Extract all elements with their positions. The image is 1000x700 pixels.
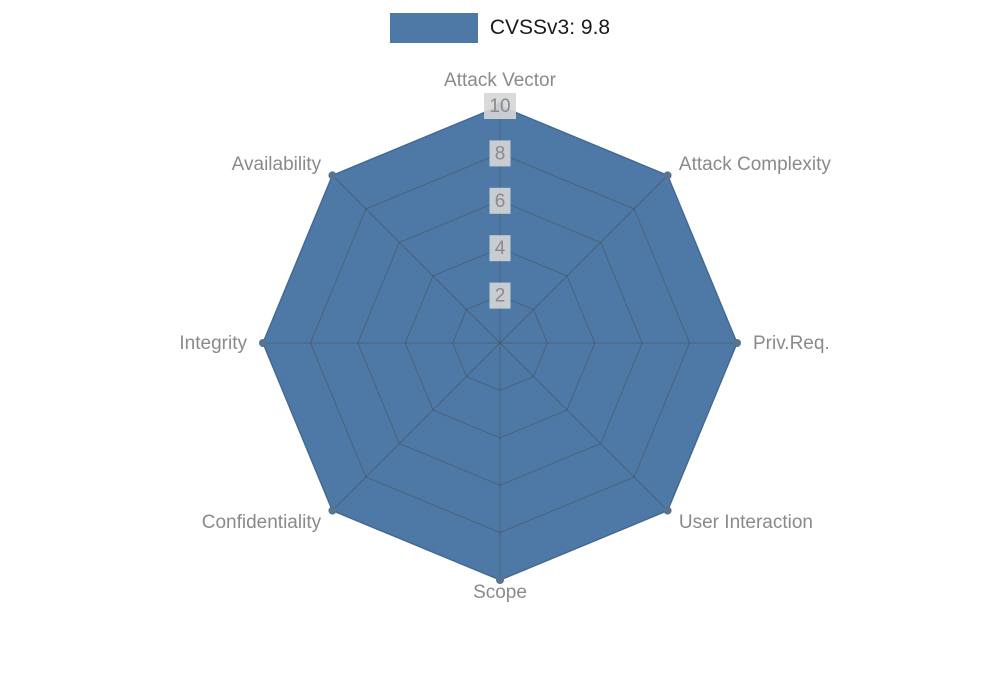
grid-ring — [404, 247, 596, 439]
tick-label: 10 — [489, 96, 510, 117]
data-point-marker — [663, 506, 672, 515]
axis-label: Availability — [232, 154, 322, 175]
legend-swatch — [389, 13, 478, 43]
data-point-marker — [733, 339, 741, 347]
data-point-marker — [663, 171, 672, 180]
data-point-marker — [259, 339, 267, 347]
axis-label: Scope — [473, 582, 527, 603]
axis-label: Priv.Req. — [753, 333, 830, 354]
axis-label: Confidentiality — [202, 512, 322, 533]
grid-ring — [309, 152, 691, 534]
radar-data-area — [263, 106, 737, 580]
chart-legend[interactable]: CVSSv3: 9.8 — [0, 13, 1000, 43]
grid-spoke — [499, 175, 668, 344]
tick-label: 4 — [495, 238, 506, 259]
grid-ring — [452, 295, 548, 391]
legend-label: CVSSv3: 9.8 — [489, 16, 611, 39]
data-point-marker — [328, 506, 337, 515]
axis-label: User Interaction — [679, 512, 813, 533]
data-point-marker — [496, 576, 504, 584]
tick-label-bg — [489, 235, 511, 262]
tick-label-bg — [489, 282, 511, 309]
axis-label: Integrity — [179, 333, 247, 354]
data-point-marker — [328, 171, 337, 180]
axis-label: Attack Vector — [444, 70, 557, 91]
tick-label-bg — [489, 187, 511, 214]
axis-label: Attack Complexity — [679, 154, 832, 175]
tick-label: 8 — [495, 143, 506, 164]
grid-spoke — [332, 175, 501, 344]
grid-spoke — [332, 342, 501, 511]
grid-spoke — [499, 342, 668, 511]
tick-label: 6 — [495, 191, 506, 212]
tick-label: 2 — [495, 286, 506, 307]
tick-label-bg — [484, 93, 516, 119]
grid-ring — [357, 200, 643, 486]
tick-label-bg — [489, 140, 511, 167]
